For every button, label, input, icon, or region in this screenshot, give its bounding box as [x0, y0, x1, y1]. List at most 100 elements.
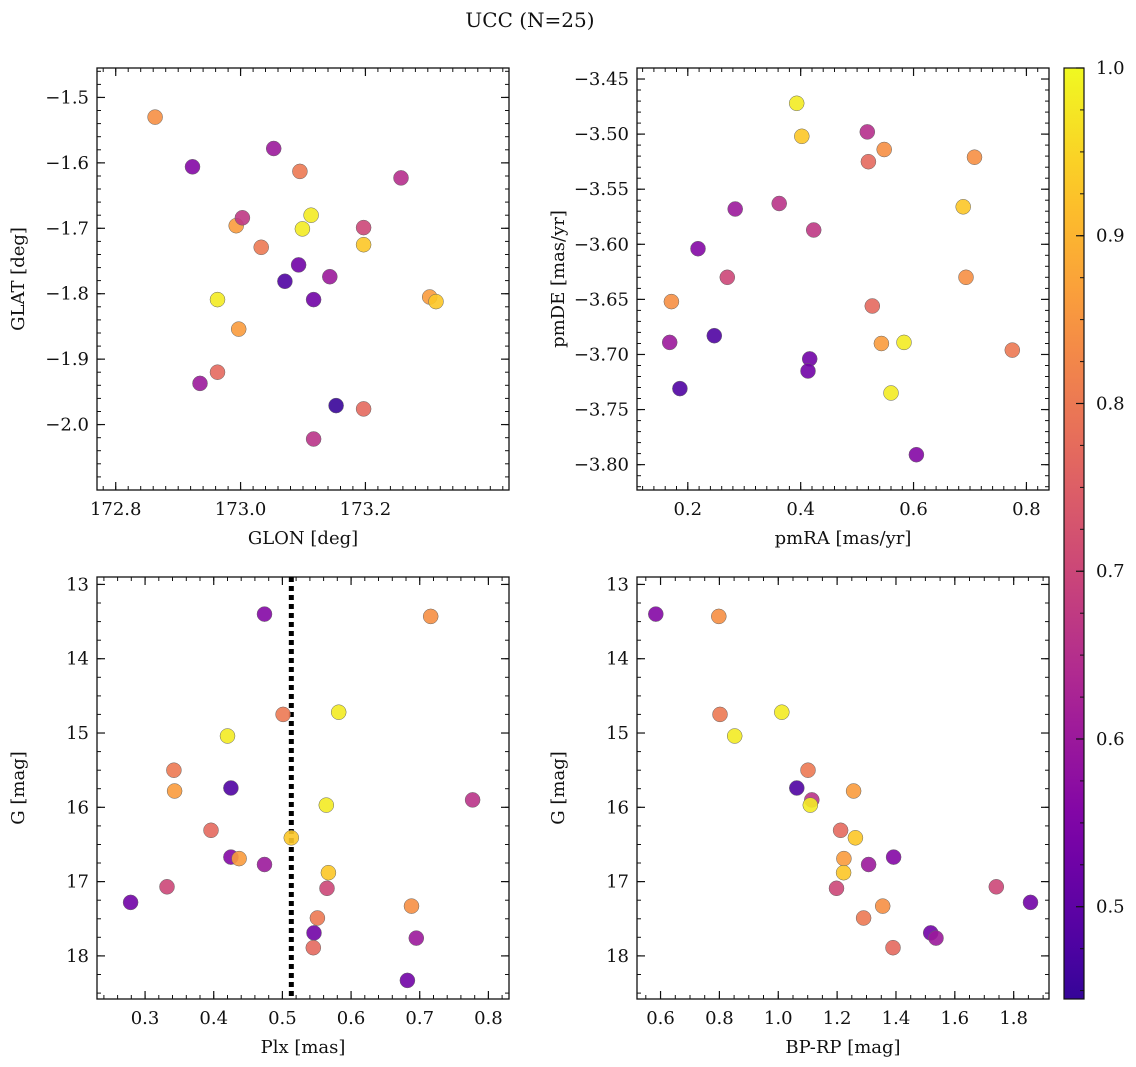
- scatter-point: [464, 792, 481, 808]
- scatter-point: [253, 239, 269, 256]
- y-axis-label: G [mag]: [8, 751, 29, 824]
- scatter-point: [836, 850, 852, 867]
- scatter-point: [771, 195, 787, 212]
- x-tick-label: 1.2: [823, 1008, 852, 1029]
- colorbar-tick-label: 0.7: [1096, 561, 1125, 582]
- major-ticks: [97, 68, 509, 490]
- scatter-point: [788, 95, 805, 112]
- major-ticks: [637, 577, 1049, 999]
- scatter-point: [159, 879, 175, 895]
- scatter-point: [873, 335, 890, 352]
- y-tick-label: −2.0: [45, 415, 89, 436]
- scatter-point: [859, 124, 876, 140]
- scatter-point: [711, 608, 727, 625]
- x-tick-label: 172.8: [90, 499, 142, 520]
- x-tick-label: 0.7: [405, 1008, 434, 1029]
- y-axis-label: pmDE [mas/yr]: [548, 210, 569, 348]
- scatter-point: [292, 163, 308, 180]
- scatter-point: [428, 293, 444, 310]
- x-axis-label: Plx [mas]: [261, 1037, 346, 1058]
- colorbar-tick-label: 0.5: [1096, 897, 1125, 918]
- scatter-point: [309, 910, 326, 926]
- x-axis-label: BP-RP [mag]: [785, 1037, 900, 1058]
- y-tick-label: −1.6: [45, 153, 89, 174]
- scatter-point: [800, 762, 816, 778]
- scatter-point: [290, 257, 307, 273]
- y-tick-label: −1.5: [45, 87, 89, 108]
- scatter-point: [403, 898, 420, 914]
- scatter-point: [147, 109, 163, 125]
- scatter-point: [672, 380, 688, 397]
- x-tick-label: 0.2: [673, 499, 702, 520]
- scatter-point: [958, 269, 974, 286]
- y-tick-label: 17: [606, 872, 629, 893]
- scatter-point: [355, 236, 372, 253]
- scatter-point: [209, 291, 226, 308]
- y-tick-label: −3.65: [574, 289, 629, 310]
- scatter-point: [955, 199, 971, 215]
- y-axis-label: G [mag]: [548, 751, 569, 824]
- x-tick-label: 0.6: [899, 499, 928, 520]
- panel-3: 0.3 0.4 0.5 0.6 0.7 0.8 13 14 15 16 17 18 Plx [mas] G…: [8, 574, 510, 1058]
- y-tick-label: 14: [606, 649, 629, 670]
- x-tick-label: 1.0: [764, 1008, 793, 1029]
- x-tick-label: 0.3: [131, 1008, 160, 1029]
- figure-title: UCC (N=25): [465, 8, 594, 32]
- scatter-point: [234, 210, 251, 226]
- y-tick-label: −1.9: [45, 349, 89, 370]
- y-tick-label: −1.8: [45, 284, 89, 305]
- scatter-point: [203, 822, 219, 839]
- axes-frame: [636, 576, 1050, 1000]
- scatter-point: [690, 240, 706, 257]
- scatter-point: [355, 219, 372, 236]
- y-tick-label: −3.45: [574, 69, 629, 90]
- scatter-point: [1022, 894, 1039, 911]
- scatter-point: [303, 207, 319, 223]
- scatter-point: [706, 327, 723, 344]
- scatter-point: [256, 606, 273, 622]
- y-tick-label: 16: [606, 797, 629, 818]
- minor-ticks: [97, 68, 509, 491]
- y-tick-label: 13: [66, 574, 89, 595]
- axes-frame: [96, 576, 510, 1000]
- scatter-point: [847, 830, 864, 846]
- scatter-point: [860, 153, 877, 170]
- scatter-point: [305, 431, 322, 447]
- panel-2: 0.2 0.4 0.6 0.8 −3.45 −3.50 −3.55 −3.60 −3.65 −3.…: [548, 67, 1050, 549]
- scatter-point: [648, 606, 664, 622]
- y-tick-label: −3.80: [574, 455, 629, 476]
- scatter-point: [661, 334, 678, 351]
- scatter-point: [223, 780, 239, 796]
- scatter-point: [166, 762, 182, 778]
- x-tick-label: 0.5: [268, 1008, 297, 1029]
- x-tick-label: 1.6: [941, 1008, 970, 1029]
- scatter-point: [192, 375, 208, 392]
- scatter-point: [988, 879, 1005, 895]
- scatter-point: [306, 925, 322, 941]
- scatter-point: [219, 728, 236, 744]
- scatter-point: [802, 797, 819, 813]
- scatter-point: [896, 334, 912, 351]
- scatter-point: [408, 930, 425, 946]
- panel-4: 0.6 0.8 1.0 1.2 1.4 1.6 1.8 13 14 15 16 17 18 BP-RP […: [548, 574, 1050, 1058]
- y-tick-label: 18: [606, 946, 629, 967]
- scatter-point: [355, 401, 372, 417]
- scatter-point: [885, 849, 902, 865]
- x-tick-label: 0.6: [646, 1008, 675, 1029]
- scatter-point: [828, 880, 845, 897]
- scatter-point: [832, 822, 849, 839]
- minor-ticks: [637, 67, 1050, 490]
- scatter-point: [860, 856, 877, 873]
- scatter-point: [328, 397, 344, 414]
- panel-1: 172.8 173.0 173.2 −1.5 −1.6 −1.7 −1.8 −1.9 −2.0 G…: [8, 67, 510, 549]
- y-tick-label: −3.50: [574, 124, 629, 145]
- scatter-point: [275, 706, 291, 723]
- scatter-points: [648, 606, 1039, 956]
- scatter-point: [883, 385, 899, 401]
- x-tick-label: 1.4: [882, 1008, 911, 1029]
- scatter-points: [122, 606, 481, 989]
- scatter-point: [874, 898, 891, 914]
- colorbar-gradient: [1063, 67, 1085, 1000]
- scatter-point: [789, 780, 805, 796]
